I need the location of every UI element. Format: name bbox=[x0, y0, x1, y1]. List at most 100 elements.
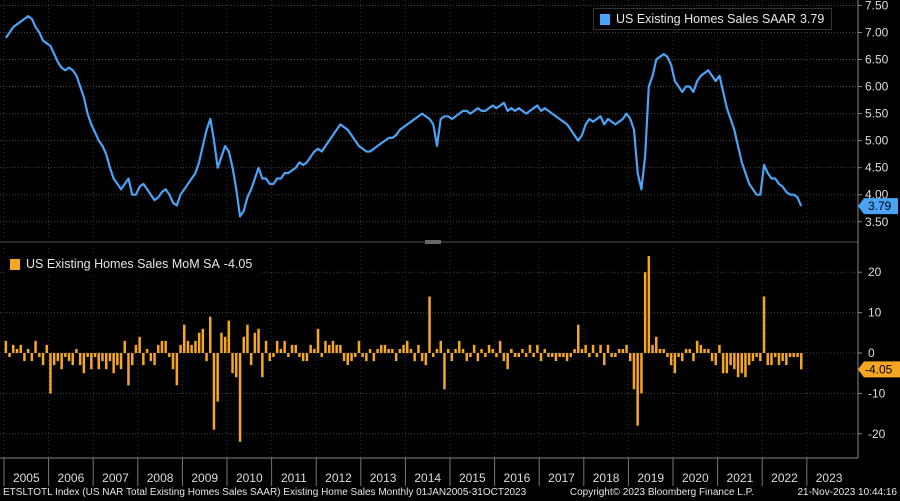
bar-mom-change bbox=[610, 353, 613, 357]
bar-mom-change bbox=[781, 353, 784, 362]
y-tick-label-bottom: 0 bbox=[868, 346, 875, 360]
bar-mom-change bbox=[264, 340, 268, 353]
bar-mom-change bbox=[38, 353, 41, 357]
x-tick-label: 2007 bbox=[102, 471, 129, 485]
bar-mom-change bbox=[651, 344, 654, 353]
bar-mom-change bbox=[524, 353, 528, 357]
bar-mom-change bbox=[577, 324, 580, 353]
legend-top-swatch bbox=[600, 13, 610, 25]
y-tick-label-top: 6.00 bbox=[865, 80, 889, 94]
bar-mom-change bbox=[714, 353, 717, 366]
bar-mom-change bbox=[502, 353, 506, 362]
legend-top-label: US Existing Homes Sales SAAR bbox=[616, 12, 796, 26]
legend-bottom-swatch bbox=[10, 258, 20, 270]
bar-mom-change bbox=[205, 353, 208, 362]
bar-mom-change bbox=[484, 353, 487, 357]
last-value-tag-top: 3.79 bbox=[858, 198, 898, 215]
bar-mom-change bbox=[78, 353, 82, 366]
bar-mom-change bbox=[629, 353, 632, 362]
bar-mom-change bbox=[324, 340, 327, 353]
bar-mom-change bbox=[417, 344, 420, 353]
bar-mom-change bbox=[194, 340, 197, 353]
bar-mom-change bbox=[331, 340, 335, 353]
legend-bottom-label: US Existing Homes Sales MoM SA bbox=[26, 257, 220, 271]
bar-mom-change bbox=[777, 353, 781, 366]
bar-mom-change bbox=[67, 353, 71, 362]
bar-mom-change bbox=[617, 349, 621, 353]
bar-mom-change bbox=[171, 353, 175, 370]
bar-mom-change bbox=[246, 324, 249, 353]
bar-mom-change bbox=[725, 353, 729, 374]
bar-mom-change bbox=[283, 340, 286, 353]
bar-mom-change bbox=[621, 349, 625, 353]
bar-mom-change bbox=[551, 353, 554, 357]
bar-mom-change bbox=[669, 353, 673, 366]
bar-mom-change bbox=[636, 353, 639, 426]
bar-mom-change bbox=[677, 353, 680, 357]
bar-mom-change bbox=[23, 353, 26, 362]
grid-lines bbox=[0, 0, 858, 458]
bar-mom-change bbox=[681, 353, 684, 362]
last-value-tag-bottom: -4.05 bbox=[858, 361, 900, 378]
bar-mom-change bbox=[86, 353, 89, 357]
bar-mom-change bbox=[52, 353, 56, 366]
bar-mom-change bbox=[275, 340, 279, 353]
bar-mom-change bbox=[762, 296, 766, 353]
footer-copyright: Copyright© 2023 Bloomberg Finance L.P. bbox=[569, 487, 754, 498]
bar-mom-change bbox=[164, 340, 167, 353]
bar-mom-change bbox=[539, 353, 543, 362]
bar-mom-change bbox=[655, 336, 658, 353]
bar-mom-change bbox=[383, 344, 387, 353]
bar-mom-change bbox=[614, 353, 617, 357]
bar-mom-change bbox=[368, 349, 372, 353]
x-tick-label: 2012 bbox=[325, 471, 352, 485]
bar-mom-change bbox=[335, 344, 338, 353]
bar-mom-change bbox=[220, 332, 223, 353]
bar-mom-change bbox=[142, 353, 145, 366]
bar-mom-change bbox=[692, 353, 695, 362]
bar-mom-change bbox=[498, 340, 502, 353]
x-tick-label: 2011 bbox=[281, 471, 307, 485]
bar-mom-change bbox=[376, 349, 379, 353]
footer: ETSLTOTL Index (US NAR Total Existing Ho… bbox=[0, 487, 900, 501]
bar-mom-change bbox=[521, 349, 524, 353]
bar-mom-change bbox=[695, 340, 699, 353]
bar-mom-change bbox=[446, 349, 450, 353]
bar-mom-change bbox=[175, 353, 179, 386]
bar-mom-change bbox=[517, 353, 520, 357]
bar-mom-change bbox=[606, 344, 610, 353]
y-tick-label-top: 7.50 bbox=[865, 0, 889, 12]
x-tick-label: 2009 bbox=[191, 471, 218, 485]
bar-mom-change bbox=[554, 353, 558, 362]
bar-mom-change bbox=[64, 353, 67, 357]
bar-mom-change bbox=[703, 349, 706, 353]
last-value-tag-bottom-text: -4.05 bbox=[865, 362, 893, 376]
x-tick-label: 2006 bbox=[58, 471, 85, 485]
bar-mom-change bbox=[212, 353, 216, 430]
bar-mom-change bbox=[112, 353, 115, 374]
bar-mom-change bbox=[56, 353, 60, 362]
bar-mom-change bbox=[707, 349, 710, 353]
bar-mom-change bbox=[643, 272, 647, 353]
x-tick-label: 2022 bbox=[771, 471, 798, 485]
bar-mom-change bbox=[595, 353, 599, 357]
x-tick-label: 2020 bbox=[682, 471, 709, 485]
bar-mom-change bbox=[736, 353, 740, 378]
bar-mom-change bbox=[461, 349, 465, 353]
bar-mom-change bbox=[394, 353, 398, 362]
bar-mom-change bbox=[105, 353, 108, 370]
bar-mom-change bbox=[342, 353, 346, 362]
bar-mom-change bbox=[294, 344, 297, 353]
last-value-tag-bottom-bg bbox=[858, 361, 900, 378]
bar-mom-change bbox=[316, 328, 320, 353]
bar-mom-change bbox=[354, 353, 357, 357]
bar-mom-change bbox=[640, 353, 643, 394]
bar-mom-change bbox=[34, 340, 37, 353]
bar-mom-change bbox=[662, 349, 665, 353]
bar-mom-change bbox=[424, 353, 428, 366]
bar-mom-change bbox=[45, 344, 48, 353]
bar-mom-change bbox=[565, 353, 569, 362]
bar-mom-change bbox=[454, 349, 457, 353]
bar-mom-change bbox=[261, 353, 264, 378]
bar-mom-change bbox=[536, 344, 539, 353]
